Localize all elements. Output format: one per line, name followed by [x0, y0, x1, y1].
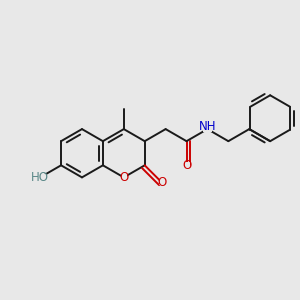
- Text: NH: NH: [199, 120, 216, 133]
- Bar: [34, 174, 46, 180]
- Bar: [203, 126, 212, 132]
- Text: O: O: [157, 176, 167, 189]
- Text: O: O: [119, 171, 128, 184]
- Bar: [183, 162, 190, 168]
- Bar: [158, 179, 165, 185]
- Text: O: O: [182, 159, 191, 172]
- Text: HO: HO: [31, 171, 49, 184]
- Bar: [121, 174, 127, 180]
